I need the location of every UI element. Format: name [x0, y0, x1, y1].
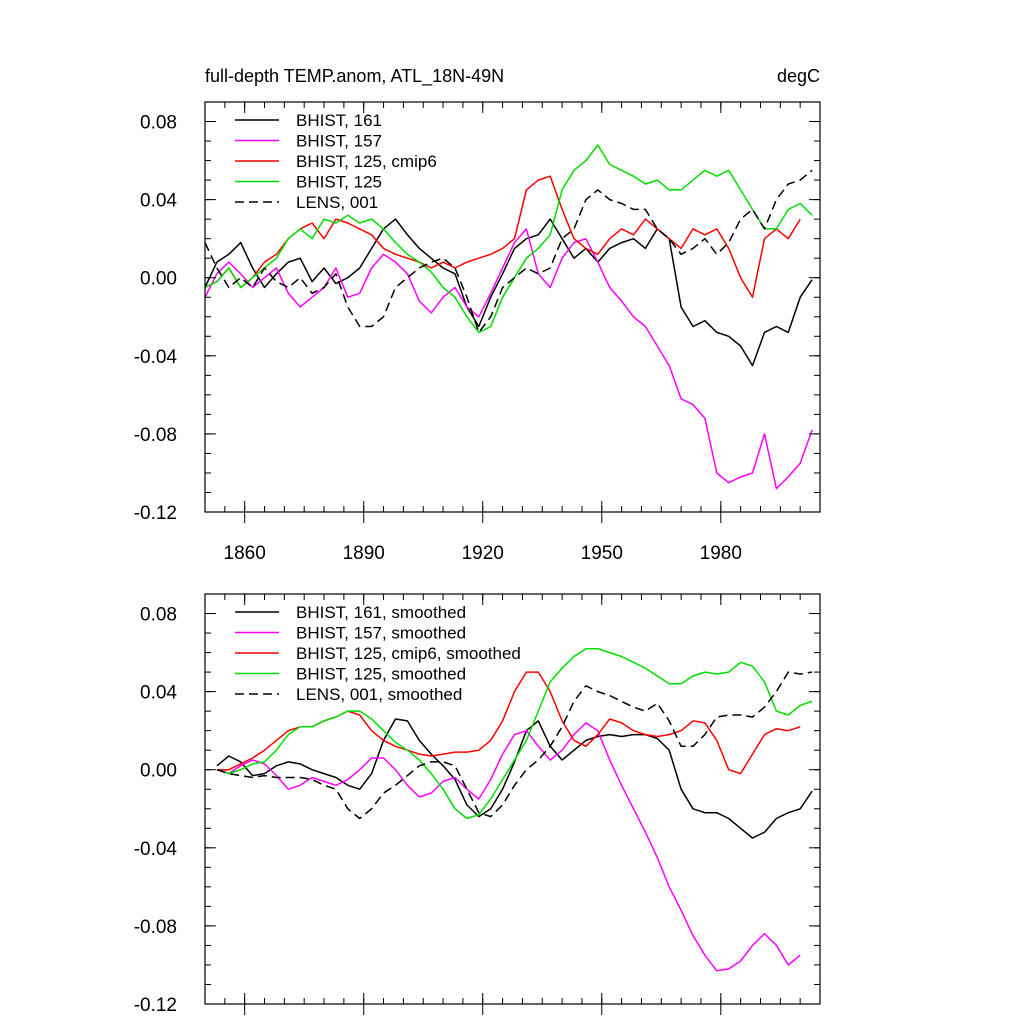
y-tick-label: -0.04	[134, 839, 178, 860]
y-tick-label: -0.08	[134, 425, 177, 446]
legend-label-0: BHIST, 161	[296, 111, 382, 130]
series-line-1	[216, 722, 801, 972]
series-line-0	[216, 718, 813, 839]
legend-label-0: BHIST, 161, smoothed	[296, 603, 466, 622]
legend-label-2: BHIST, 125, cmip6, smoothed	[296, 644, 521, 663]
series-line-1	[204, 228, 813, 490]
series-line-4	[204, 169, 813, 334]
legend-label-3: BHIST, 125	[296, 173, 382, 192]
series-line-3	[204, 144, 813, 334]
y-tick-label: 0.00	[140, 761, 177, 782]
bottom-panel: -0.12 -0.08 -0.04 0.00 0.04 0.08 BHIST, 161, s…	[134, 593, 821, 1016]
plot-frame	[204, 101, 821, 513]
legend-label-2: BHIST, 125, cmip6	[296, 152, 437, 171]
top-panel-title: full-depth TEMP.anom, ATL_18N-49N	[205, 66, 504, 87]
legend-label-1: BHIST, 157, smoothed	[296, 624, 466, 643]
top-panel-units: degC	[777, 66, 820, 86]
x-tick-label: 1950	[581, 543, 623, 564]
x-tick-label: 1920	[462, 543, 504, 564]
y-tick-label: 0.08	[140, 113, 177, 134]
plot-frame	[204, 593, 821, 1005]
x-tick-label: 1980	[700, 543, 742, 564]
y-tick-label: -0.08	[134, 917, 177, 938]
series-line-3	[216, 647, 813, 820]
y-tick-label: 0.00	[140, 269, 177, 290]
y-tick-label: -0.04	[134, 347, 178, 368]
x-tick-label: 1890	[343, 543, 385, 564]
legend-label-4: LENS, 001	[296, 193, 378, 212]
legend-label-4: LENS, 001, smoothed	[296, 685, 462, 704]
y-tick-label: -0.12	[134, 995, 177, 1016]
legend-label-3: BHIST, 125, smoothed	[296, 665, 466, 684]
series-line-2	[204, 175, 801, 298]
y-tick-label: 0.04	[140, 191, 177, 212]
y-tick-label: 0.08	[140, 605, 177, 626]
y-tick-label: -0.12	[134, 503, 177, 524]
legend-label-1: BHIST, 157	[296, 132, 382, 151]
top-panel: full-depth TEMP.anom, ATL_18N-49N degC -…	[134, 66, 821, 564]
y-tick-label: 0.04	[140, 683, 177, 704]
x-tick-label: 1860	[224, 543, 266, 564]
series-line-4	[216, 671, 813, 820]
series-line-0	[204, 218, 813, 367]
